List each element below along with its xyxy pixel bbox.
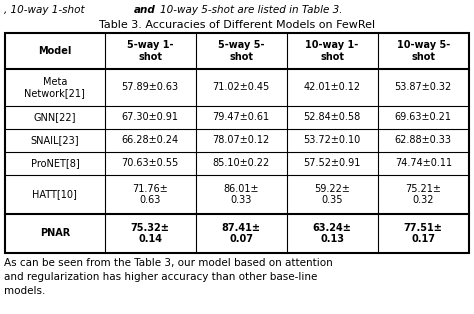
Text: 10-way 5-
shot: 10-way 5- shot [397, 40, 450, 62]
Text: 53.87±0.32: 53.87±0.32 [395, 82, 452, 92]
Text: 86.01±
0.33: 86.01± 0.33 [223, 183, 259, 205]
Text: 52.84±0.58: 52.84±0.58 [303, 112, 361, 122]
Text: 71.02±0.45: 71.02±0.45 [212, 82, 270, 92]
Text: 87.41±
0.07: 87.41± 0.07 [222, 223, 261, 244]
Text: 59.22±
0.35: 59.22± 0.35 [314, 183, 350, 205]
Text: ProNET[8]: ProNET[8] [30, 158, 79, 168]
Text: 66.28±0.24: 66.28±0.24 [122, 135, 179, 145]
Text: 77.51±
0.17: 77.51± 0.17 [404, 223, 443, 244]
Text: 62.88±0.33: 62.88±0.33 [395, 135, 452, 145]
Text: 75.21±
0.32: 75.21± 0.32 [405, 183, 441, 205]
Text: Table 3. Accuracies of Different Models on FewRel: Table 3. Accuracies of Different Models … [99, 20, 375, 30]
Text: 10-way 1-
shot: 10-way 1- shot [306, 40, 359, 62]
Text: As can be seen from the Table 3, our model based on attention
and regularization: As can be seen from the Table 3, our mod… [4, 258, 333, 296]
Bar [5, 33, 469, 253]
Text: 53.72±0.10: 53.72±0.10 [303, 135, 361, 145]
Text: 71.76±
0.63: 71.76± 0.63 [132, 183, 168, 205]
Text: 5-way 1-
shot: 5-way 1- shot [127, 40, 173, 62]
Text: , 10-way 1-shot: , 10-way 1-shot [4, 5, 88, 15]
Text: 69.63±0.21: 69.63±0.21 [395, 112, 452, 122]
Text: 74.74±0.11: 74.74±0.11 [395, 158, 452, 168]
Text: 63.24±
0.13: 63.24± 0.13 [313, 223, 352, 244]
Text: Model: Model [38, 46, 72, 56]
Text: 57.52±0.91: 57.52±0.91 [303, 158, 361, 168]
Text: 79.47±0.61: 79.47±0.61 [213, 112, 270, 122]
Text: GNN[22]: GNN[22] [34, 112, 76, 122]
Text: 5-way 5-
shot: 5-way 5- shot [218, 40, 264, 62]
Text: SNAIL[23]: SNAIL[23] [30, 135, 79, 145]
Text: and: and [134, 5, 156, 15]
Text: PNAR: PNAR [40, 229, 70, 238]
Text: 10-way 5-shot are listed in Table 3.: 10-way 5-shot are listed in Table 3. [160, 5, 343, 15]
Text: 70.63±0.55: 70.63±0.55 [122, 158, 179, 168]
Text: HATT[10]: HATT[10] [32, 189, 77, 199]
Text: 75.32±
0.14: 75.32± 0.14 [131, 223, 170, 244]
Text: Meta
Network[21]: Meta Network[21] [25, 77, 85, 98]
Text: 67.30±0.91: 67.30±0.91 [122, 112, 179, 122]
Text: 85.10±0.22: 85.10±0.22 [212, 158, 270, 168]
Text: 42.01±0.12: 42.01±0.12 [303, 82, 361, 92]
Text: 57.89±0.63: 57.89±0.63 [122, 82, 179, 92]
Text: 78.07±0.12: 78.07±0.12 [212, 135, 270, 145]
